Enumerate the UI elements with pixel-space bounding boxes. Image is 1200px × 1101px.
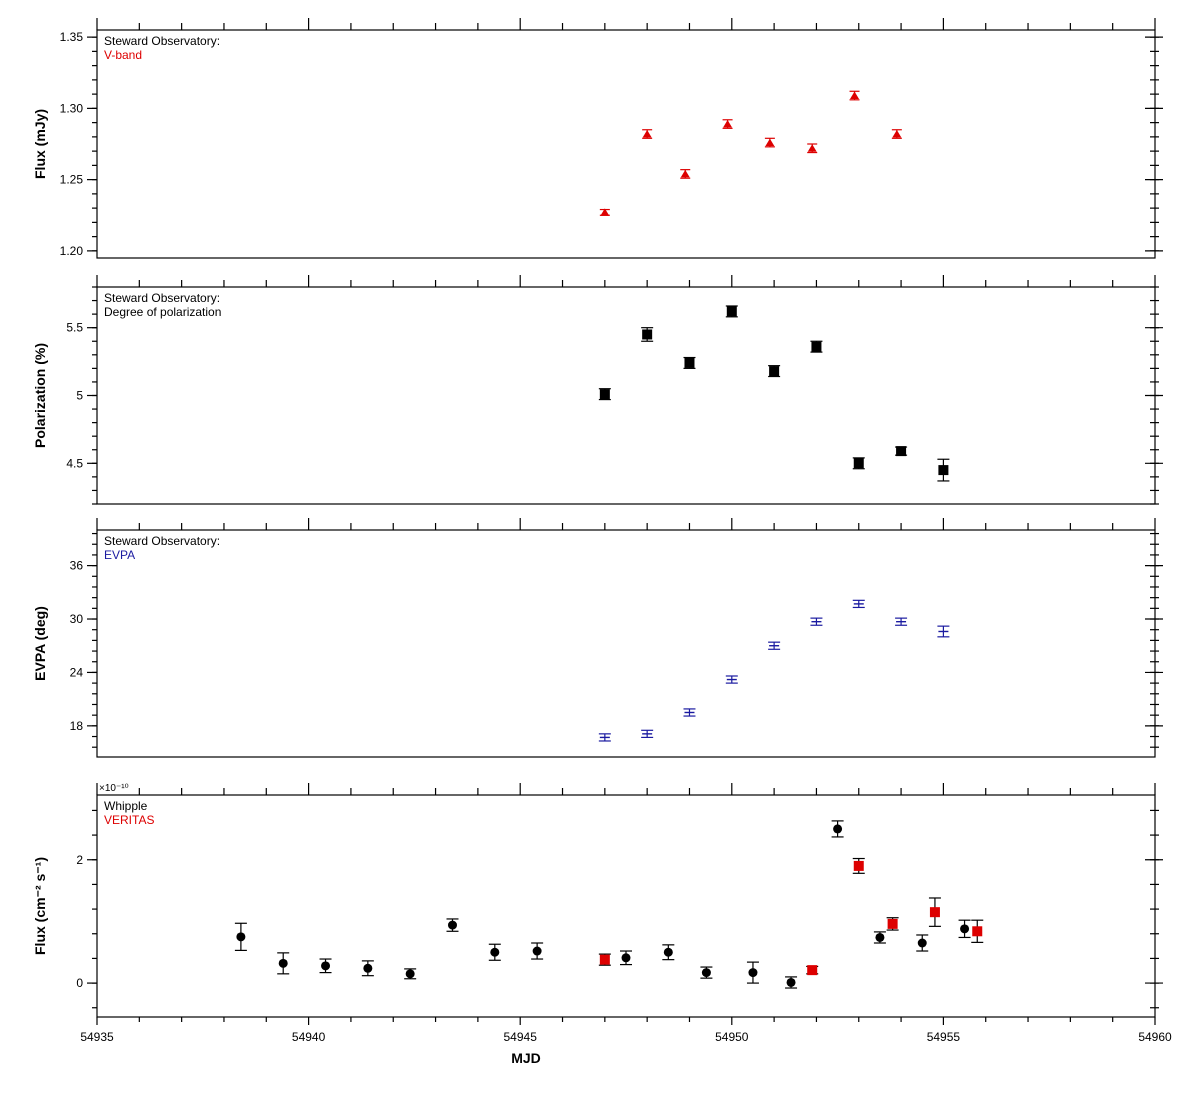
data-point-triangle xyxy=(807,144,817,152)
y-tick-label: 5.5 xyxy=(66,321,83,335)
y-axis-label: Flux (mJy) xyxy=(32,109,48,179)
x-tick-label: 54935 xyxy=(80,1030,114,1044)
legend-line-2: EVPA xyxy=(104,548,135,562)
panel-3: 18 24 30 36 EVPA (deg) Steward Observatory:EV… xyxy=(32,518,1163,758)
data-point-square xyxy=(853,458,864,469)
data-point-triangle xyxy=(723,120,733,128)
data-point-circle xyxy=(278,958,288,968)
data-point-square xyxy=(599,954,610,965)
panel-frame xyxy=(96,29,1156,259)
y-scale-label: ×10⁻¹⁰ xyxy=(99,783,129,794)
data-point-square xyxy=(938,465,949,476)
y-tick-label: 0 xyxy=(76,976,83,990)
data-point-triangle xyxy=(600,208,610,216)
data-point-triangle xyxy=(642,130,652,138)
y-tick-label: 30 xyxy=(70,612,84,626)
y-axis-label: Flux (cm⁻² s⁻¹) xyxy=(32,857,48,955)
data-point-square xyxy=(599,389,610,400)
legend-line-1: Steward Observatory: xyxy=(104,291,220,305)
data-point-circle xyxy=(236,932,246,942)
data-point-circle xyxy=(748,968,758,978)
y-axis-label: Polarization (%) xyxy=(32,343,48,448)
data-point-triangle xyxy=(850,91,860,100)
x-tick-label: 54950 xyxy=(715,1030,749,1044)
x-tick-label: 54945 xyxy=(504,1030,538,1044)
data-point-circle xyxy=(786,977,796,987)
legend-line-1: Whipple xyxy=(104,799,148,813)
legend-line-2: V-band xyxy=(104,48,142,62)
x-tick-label: 54955 xyxy=(927,1030,961,1044)
x-tick-label: 54960 xyxy=(1138,1030,1172,1044)
data-point-square xyxy=(726,306,737,317)
data-point-circle xyxy=(663,947,673,957)
y-tick-label: 36 xyxy=(70,559,84,573)
data-point-triangle xyxy=(892,130,902,138)
data-point-circle xyxy=(405,969,415,979)
y-tick-label: 1.25 xyxy=(60,173,84,187)
data-point-circle xyxy=(701,968,711,978)
data-point-circle xyxy=(960,924,970,934)
panel-frame xyxy=(96,286,1156,505)
legend-line-1: Steward Observatory: xyxy=(104,534,220,548)
data-point-circle xyxy=(875,932,885,942)
data-point-triangle xyxy=(680,169,690,178)
data-point-circle xyxy=(621,953,631,963)
y-tick-label: 18 xyxy=(70,719,84,733)
panel-4: 0 2 54935 54940 54945 54950 54955 54960 MJD ×10⁻¹… xyxy=(32,783,1172,1066)
y-tick-label: 1.35 xyxy=(60,30,84,44)
data-point-square xyxy=(896,446,907,457)
panel-2: 4.5 5 5.5 Polarization (%) Steward Observato… xyxy=(32,275,1163,505)
data-point-square xyxy=(929,907,940,918)
y-tick-label: 2 xyxy=(76,853,83,867)
data-point-triangle xyxy=(765,138,775,147)
data-point-square xyxy=(807,965,818,976)
data-point-square xyxy=(769,366,780,377)
data-point-circle xyxy=(917,938,927,948)
data-point-circle xyxy=(532,946,542,956)
data-point-square xyxy=(972,926,983,937)
data-point-square xyxy=(684,357,695,368)
y-axis-label: EVPA (deg) xyxy=(32,606,48,681)
y-tick-label: 5 xyxy=(76,389,83,403)
legend-line-2: VERITAS xyxy=(104,813,154,827)
data-point-square xyxy=(853,860,864,871)
data-point-circle xyxy=(363,963,373,973)
x-axis-label: MJD xyxy=(511,1050,541,1066)
legend-line-1: Steward Observatory: xyxy=(104,34,220,48)
series-whipple xyxy=(234,820,971,989)
data-point-circle xyxy=(490,947,500,957)
data-point-circle xyxy=(447,920,457,930)
panel-frame xyxy=(96,529,1156,758)
y-tick-label: 4.5 xyxy=(66,456,83,470)
panel-1: 1.20 1.25 1.30 1.35 Flux (mJy) Steward Observ… xyxy=(32,18,1163,259)
data-point-square xyxy=(887,918,898,929)
series-1 xyxy=(599,90,902,216)
series-1 xyxy=(598,599,950,742)
y-tick-label: 24 xyxy=(70,665,84,679)
series-1 xyxy=(598,305,950,482)
panel-frame xyxy=(96,794,1156,1018)
y-tick-label: 1.30 xyxy=(60,101,84,115)
legend-line-2: Degree of polarization xyxy=(104,305,221,319)
y-tick-label: 1.20 xyxy=(60,244,84,258)
data-point-square xyxy=(811,341,822,352)
x-tick-label: 54940 xyxy=(292,1030,326,1044)
data-point-circle xyxy=(321,961,331,971)
series-veritas xyxy=(598,857,984,976)
data-point-circle xyxy=(833,824,843,834)
data-point-square xyxy=(642,329,653,340)
